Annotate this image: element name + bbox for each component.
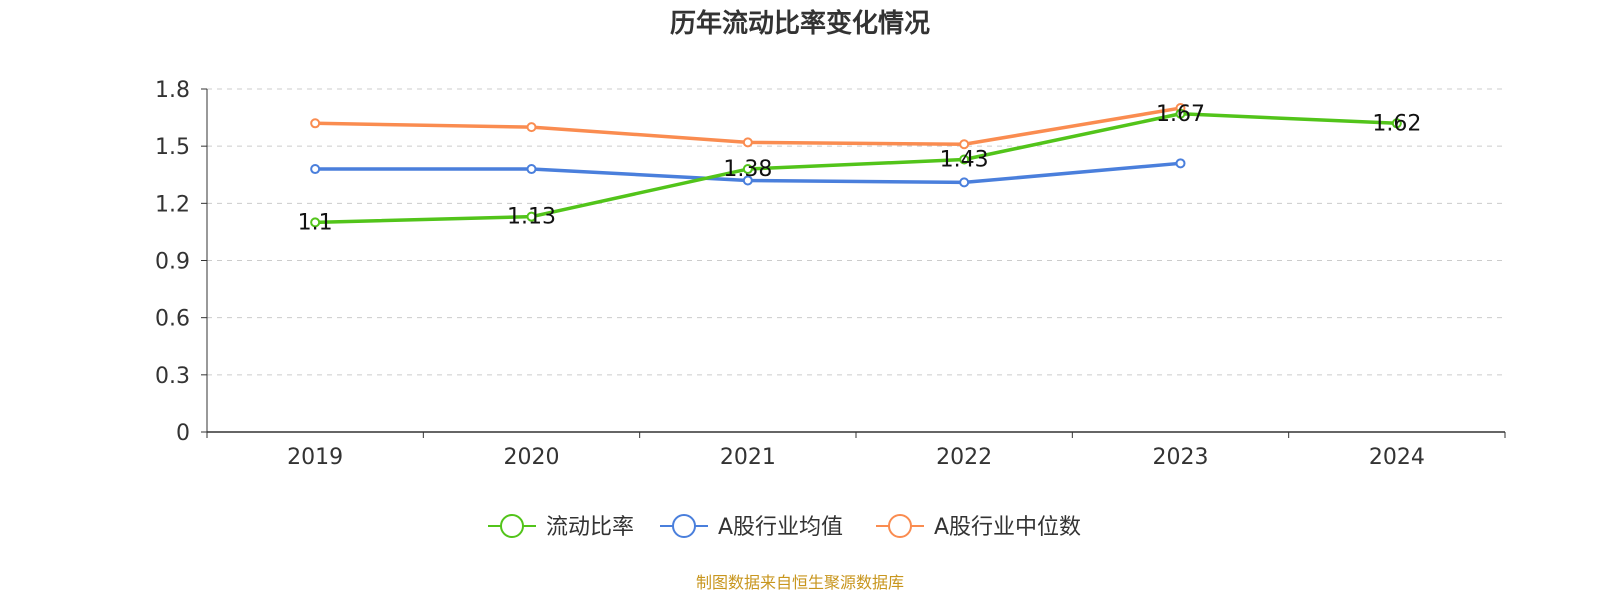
legend: 流动比率 A股行业均值 A股行业中位数: [488, 514, 1081, 540]
legend-label: A股行业中位数: [934, 515, 1081, 540]
data-point: [526, 164, 537, 175]
data-labels: 1.1 1.13 1.38 1.43 1.67 1.62: [298, 102, 1422, 236]
data-point: [1175, 108, 1186, 119]
x-tick-label: 2023: [1153, 445, 1209, 470]
data-point: [310, 217, 321, 228]
axes: 0 0.3 0.6 0.9 1.2 1.5 1.8 2019 2020 2021 2022 2023 2…: [155, 78, 1506, 470]
data-point: [742, 137, 753, 148]
chart-title: 历年流动比率变化情况: [670, 8, 930, 39]
data-label: 1.38: [723, 157, 772, 182]
data-label: 1.67: [1156, 102, 1205, 127]
y-tick-label: 1.5: [155, 135, 190, 160]
x-tick-label: 2021: [720, 445, 776, 470]
data-point: [742, 175, 753, 186]
x-tick-label: 2019: [287, 445, 343, 470]
grid-lines: [207, 88, 1505, 376]
data-label: 1.1: [298, 210, 333, 235]
legend-item-2[interactable]: A股行业中位数: [876, 514, 1081, 540]
data-point: [742, 164, 753, 175]
data-point: [1175, 158, 1186, 169]
series-2: [310, 103, 1186, 150]
legend-marker: [888, 514, 912, 538]
legend-item-0[interactable]: 流动比率: [488, 514, 634, 540]
legend-label: A股行业均值: [718, 515, 843, 540]
data-label: 1.43: [940, 148, 989, 173]
data-point: [959, 177, 970, 188]
x-tick-label: 2022: [936, 445, 992, 470]
y-tick-label: 1.2: [155, 192, 190, 217]
series-0: [310, 108, 1402, 228]
legend-label: 流动比率: [546, 515, 634, 540]
series-1: [310, 158, 1186, 188]
series-layer: [310, 103, 1402, 228]
data-point: [959, 154, 970, 165]
x-tick-label: 2020: [504, 445, 560, 470]
data-point: [526, 122, 537, 133]
series-line: [315, 112, 1397, 225]
legend-item-1[interactable]: A股行业均值: [660, 514, 843, 540]
legend-marker: [500, 514, 524, 538]
x-tick-label: 2024: [1369, 445, 1425, 470]
data-point: [310, 164, 321, 175]
data-point: [1391, 118, 1402, 129]
data-point: [959, 139, 970, 150]
y-tick-label: 0.6: [155, 307, 190, 332]
y-tick-label: 0: [176, 421, 190, 446]
y-tick-label: 0.3: [155, 364, 190, 389]
source-note: 制图数据来自恒生聚源数据库: [696, 573, 904, 592]
data-point: [310, 118, 321, 129]
y-tick-label: 1.8: [155, 78, 190, 103]
data-point: [526, 211, 537, 222]
y-tick-label: 0.9: [155, 250, 190, 275]
data-label: 1.62: [1372, 111, 1421, 136]
data-label: 1.13: [507, 205, 556, 230]
legend-marker: [672, 514, 696, 538]
